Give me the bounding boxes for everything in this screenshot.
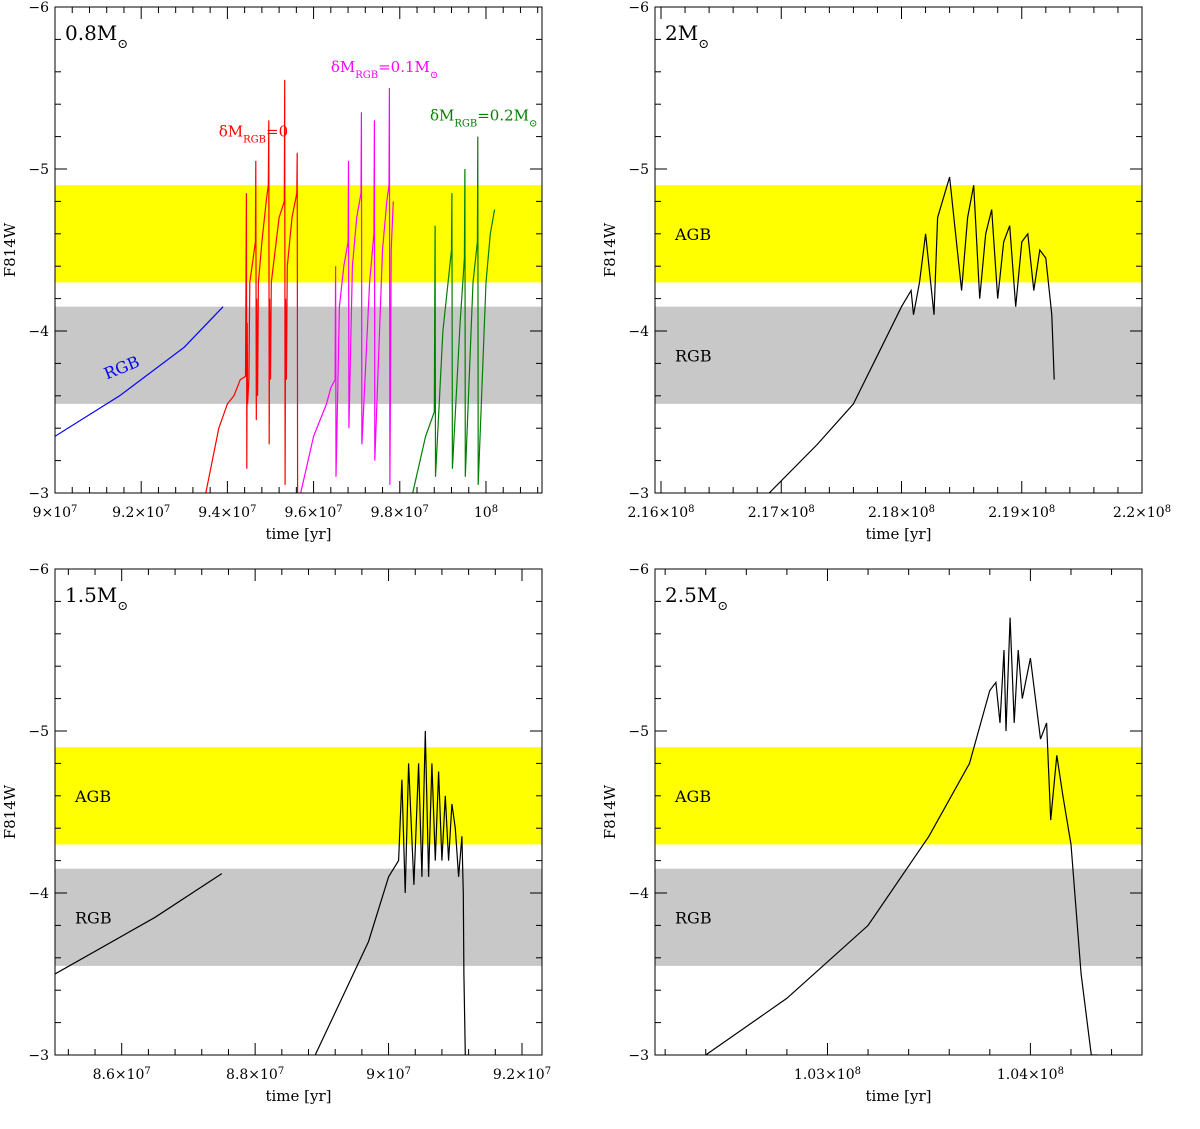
y-axis-title: F814W: [601, 784, 619, 839]
track-line-2: [300, 87, 394, 493]
x-tick-label: 1.04×108: [997, 1066, 1064, 1084]
y-tick-label: −3: [28, 486, 49, 502]
panel-0-8-msun: −6 −5 −4 −3 9×107 9.2×107 9.4×107 9.6×107 9.8×10…: [0, 0, 600, 562]
y-tick-label: −6: [28, 0, 49, 16]
delta-m-label: δMRGB=0: [219, 123, 288, 146]
plot-frame: [654, 568, 1143, 1056]
x-tick-label: 9×107: [33, 504, 78, 522]
x-axis-title: time [yr]: [265, 525, 331, 543]
agb-band: [55, 185, 542, 283]
plot-frame: [54, 568, 543, 1056]
x-tick-label: 9.2×107: [112, 504, 170, 522]
chart-0-8-msun: −6 −5 −4 −3 9×107 9.2×107 9.4×107 9.6×107 9.8×10…: [1, 0, 543, 543]
agb-band-label: AGB: [74, 787, 111, 806]
x-axis-title: time [yr]: [265, 1087, 331, 1105]
rgb-band: [55, 868, 542, 966]
x-tick-label: 9.4×107: [198, 504, 256, 522]
agb-band-label: AGB: [674, 225, 711, 244]
rgb-band: [655, 868, 1142, 966]
y-tick-label: −4: [628, 886, 649, 902]
track-line-0: [705, 617, 1098, 1055]
chart-2-msun: AGB RGB −6 −5 −4 −3 2.16×108 2.17×108 2.18×108 2.…: [601, 0, 1171, 543]
x-tick-label: 9.8×107: [371, 504, 429, 522]
plot-frame: [54, 6, 543, 494]
y-tick-label: −4: [28, 886, 49, 902]
x-tick-label: 2.16×108: [627, 504, 694, 522]
chart-1-5-msun: AGB RGB −6 −5 −4 −3 8.6×107 8.8×107 9×107 9.2×107…: [1, 562, 551, 1105]
x-tick-label: 2.18×108: [868, 504, 935, 522]
y-tick-label: −6: [628, 562, 649, 578]
y-tick-label: −5: [628, 724, 649, 740]
agb-band: [55, 747, 542, 845]
panel-2-5-msun: AGB RGB −6 −5 −4 −3 1.03×108 1.04×108 time [yr] F…: [600, 562, 1200, 1125]
y-tick-label: −6: [28, 562, 49, 578]
panel-2-msun: AGB RGB −6 −5 −4 −3 2.16×108 2.17×108 2.18×108 2.…: [600, 0, 1200, 562]
agb-band: [655, 185, 1142, 283]
x-tick-label: 8.6×107: [93, 1066, 151, 1084]
y-axis-title: F814W: [601, 222, 619, 277]
x-tick-label: 2.19×108: [988, 504, 1055, 522]
y-axis-title: F814W: [1, 784, 19, 839]
rgb-band: [655, 306, 1142, 404]
y-tick-label: −5: [628, 162, 649, 178]
agb-band: [655, 747, 1142, 845]
panel-1-5-msun: AGB RGB −6 −5 −4 −3 8.6×107 8.8×107 9×107 9.2×107…: [0, 562, 600, 1125]
track-line-0: [55, 873, 223, 975]
mass-label: 1.5M⊙: [65, 583, 128, 614]
plot-frame: [654, 6, 1143, 494]
x-tick-label: 108: [474, 504, 498, 522]
mass-label: 2.5M⊙: [665, 583, 728, 614]
y-tick-label: −4: [628, 324, 649, 340]
x-axis-title: time [yr]: [865, 1087, 931, 1105]
rgb-band-label: RGB: [675, 346, 712, 365]
track-line-0: [55, 306, 224, 437]
delta-m-label: δMRGB=0.1M⊙: [331, 58, 438, 81]
y-tick-label: −3: [628, 1048, 649, 1064]
x-tick-label: 9.6×107: [284, 504, 342, 522]
delta-m-label: δMRGB=0.2M⊙: [430, 106, 537, 128]
x-tick-label: 9×107: [366, 1066, 411, 1084]
x-axis-title: time [yr]: [865, 525, 931, 543]
track-line-1: [314, 730, 466, 1055]
y-tick-label: −3: [628, 486, 649, 502]
track-line-3: [412, 136, 496, 493]
y-tick-label: −5: [28, 724, 49, 740]
track-line-0: [768, 176, 1055, 493]
rgb-band: [55, 306, 542, 404]
mass-label: 2M⊙: [665, 21, 709, 52]
agb-band-label: AGB: [674, 787, 711, 806]
x-tick-label: 8.8×107: [226, 1066, 284, 1084]
y-tick-label: −3: [28, 1048, 49, 1064]
y-tick-label: −4: [28, 324, 49, 340]
x-tick-label: 2.17×108: [748, 504, 815, 522]
rgb-band-label: RGB: [75, 908, 112, 927]
x-tick-label: 1.03×108: [794, 1066, 861, 1084]
x-tick-label: 2.2×108: [1113, 504, 1171, 522]
x-tick-label: 9.2×107: [493, 1066, 551, 1084]
y-axis-title: F814W: [1, 222, 19, 277]
y-tick-label: −6: [628, 0, 649, 16]
chart-2-5-msun: AGB RGB −6 −5 −4 −3 1.03×108 1.04×108 time [yr] F…: [601, 562, 1143, 1105]
y-tick-label: −5: [28, 162, 49, 178]
mass-label: 0.8M⊙: [65, 21, 128, 52]
track-line-1: [205, 79, 299, 493]
rgb-band-label: RGB: [675, 908, 712, 927]
